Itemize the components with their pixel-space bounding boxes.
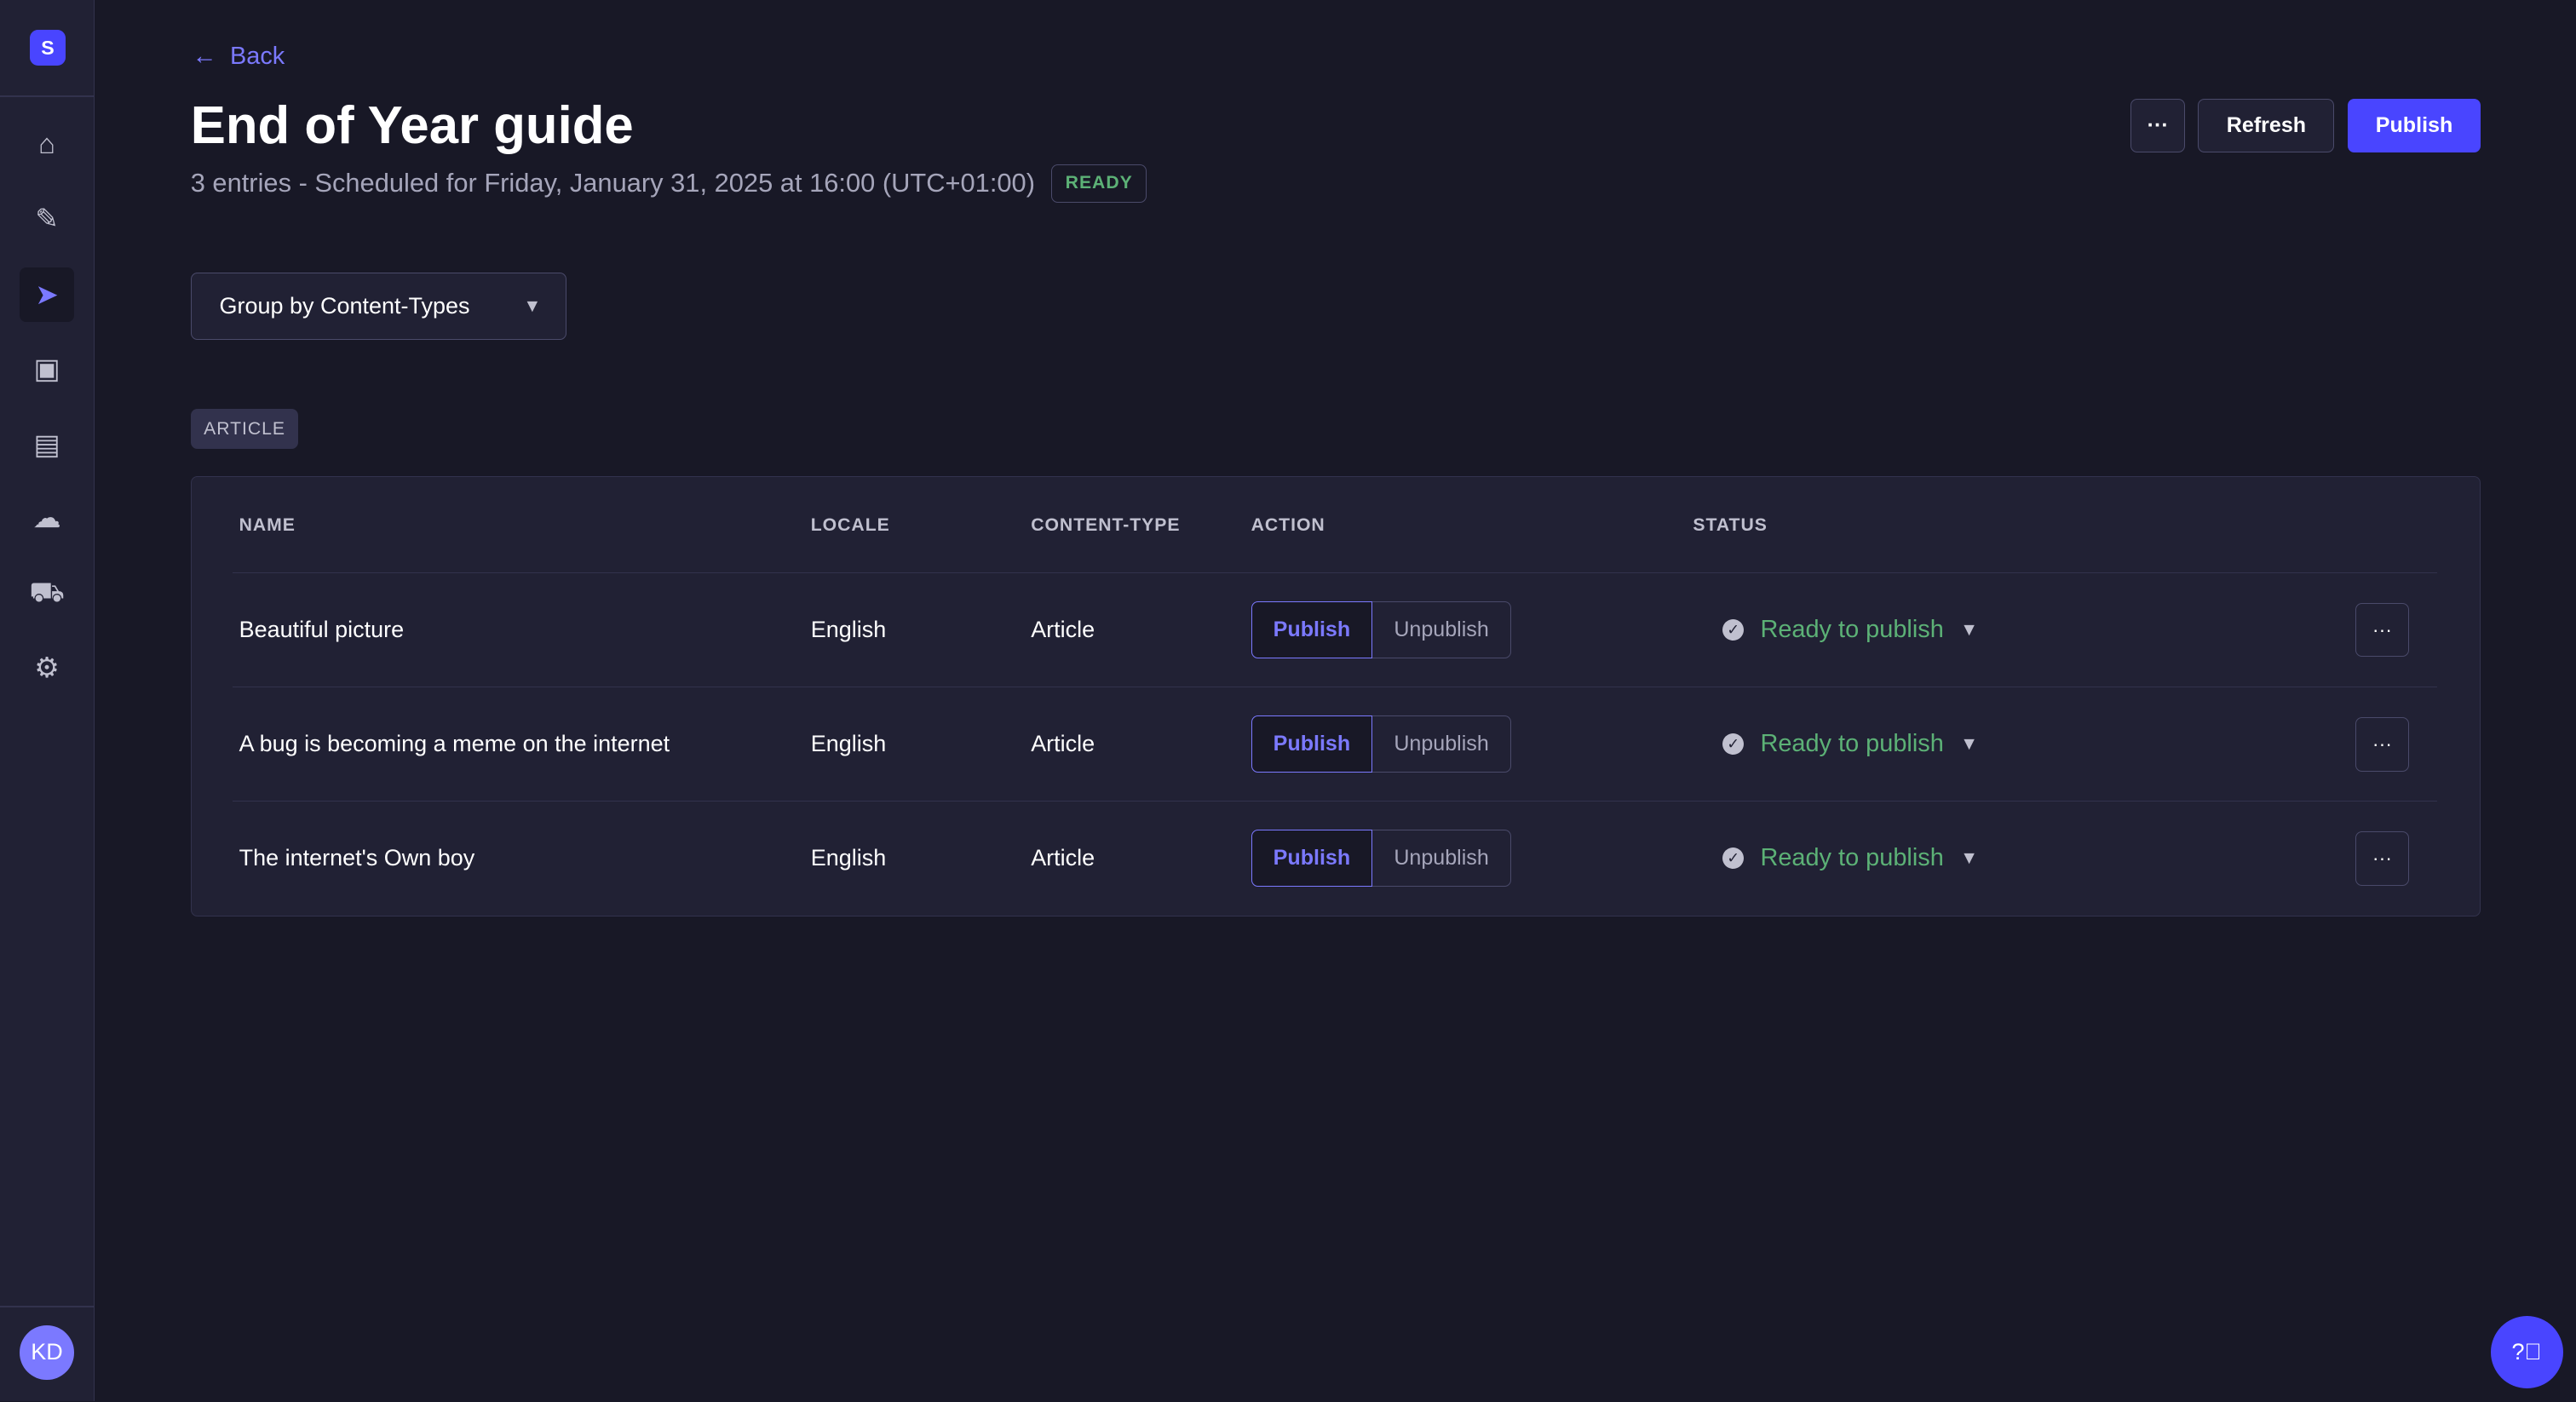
chevron-down-icon: ▼ [523,296,542,316]
more-actions-button[interactable]: ··· [2130,98,2185,153]
feather-icon[interactable]: ✎ [35,203,59,235]
unpublish-toggle[interactable]: Unpublish [1372,715,1511,773]
status-select[interactable]: ✓ Ready to publish ▼ [1722,573,1978,687]
entries-table: NAME LOCALE CONTENT-TYPE ACTION STATUS B… [190,476,2481,917]
row-actions: ··· [2355,573,2410,687]
gear-icon[interactable]: ⚙ [34,651,60,683]
check-circle-icon: ✓ [1722,848,1745,870]
home-icon[interactable]: ⌂ [38,127,55,159]
publish-toggle[interactable]: Publish [1251,829,1373,888]
entry-locale: English [810,731,887,757]
row-more-button[interactable]: ··· [2355,830,2410,886]
page-title: End of Year guide [190,95,634,155]
check-circle-icon: ✓ [1722,733,1745,756]
publish-button[interactable]: Publish [2347,98,2481,153]
publish-toggle[interactable]: Publish [1251,715,1373,773]
divider [0,95,94,97]
status-text: Ready to publish [1760,730,1944,758]
entry-name: A bug is becoming a meme on the internet [239,731,670,757]
media-library-icon[interactable]: ▣ [33,352,60,384]
table-row: The internet's Own boy English Article P… [232,801,2438,915]
unpublish-toggle[interactable]: Unpublish [1372,829,1511,888]
action-toggle: Publish Unpublish [1251,573,1511,687]
refresh-button[interactable]: Refresh [2198,98,2335,153]
entry-locale: English [810,617,887,643]
paper-plane-icon[interactable]: ➤ [20,267,74,322]
help-button[interactable]: ?⃝ [2490,1315,2563,1388]
help-icon: ?⃝ [2511,1338,2542,1365]
layout-icon[interactable]: ▤ [33,428,60,460]
entry-content-type: Article [1031,845,1095,871]
unpublish-toggle[interactable]: Unpublish [1372,600,1511,659]
action-toggle: Publish Unpublish [1251,687,1511,801]
status-badge: READY [1051,164,1147,204]
row-actions: ··· [2355,802,2410,915]
header-status: STATUS [1693,514,1768,535]
check-circle-icon: ✓ [1722,619,1745,641]
chevron-down-icon: ▼ [1960,733,1979,754]
avatar[interactable]: KD [20,1325,74,1380]
action-toggle: Publish Unpublish [1251,802,1511,915]
sidebar: S ⌂ ✎ ➤ ▣ ▤ ☁ ⛟ ⚙ KD [0,0,95,1402]
subtitle-text: 3 entries - Scheduled for Friday, Januar… [190,168,1035,198]
status-text: Ready to publish [1760,616,1944,644]
chevron-down-icon: ▼ [1960,619,1979,640]
row-more-button[interactable]: ··· [2355,602,2410,658]
group-by-value: Group by Content-Types [219,293,470,319]
header-action: ACTION [1251,514,1325,535]
status-select[interactable]: ✓ Ready to publish ▼ [1722,802,1978,915]
page-subtitle: 3 entries - Scheduled for Friday, Januar… [190,164,1147,204]
row-actions: ··· [2355,687,2410,801]
table-row: A bug is becoming a meme on the internet… [232,687,2438,801]
chevron-down-icon: ▼ [1960,848,1979,868]
header-locale[interactable]: LOCALE [810,514,890,535]
back-link[interactable]: ← Back [193,43,285,71]
entry-name: Beautiful picture [239,617,405,643]
header-content-type[interactable]: CONTENT-TYPE [1031,514,1181,535]
status-select[interactable]: ✓ Ready to publish ▼ [1722,687,1978,801]
entry-locale: English [810,845,887,871]
publish-toggle[interactable]: Publish [1251,600,1373,659]
group-by-select[interactable]: Group by Content-Types ▼ [190,273,567,341]
table-row: Beautiful picture English Article Publis… [232,572,2438,687]
strapi-logo[interactable]: S [29,29,66,66]
arrow-left-icon: ← [192,43,217,71]
divider [0,1306,94,1308]
entry-name: The internet's Own boy [239,845,475,871]
row-more-button[interactable]: ··· [2355,716,2410,772]
back-label: Back [229,43,285,71]
entry-content-type: Article [1031,731,1095,757]
group-tag: ARTICLE [190,409,299,450]
header-name[interactable]: NAME [239,514,296,535]
entry-content-type: Article [1031,617,1095,643]
cart-icon[interactable]: ⛟ [29,576,65,608]
status-text: Ready to publish [1760,844,1944,872]
cloud-icon[interactable]: ☁ [32,502,61,534]
